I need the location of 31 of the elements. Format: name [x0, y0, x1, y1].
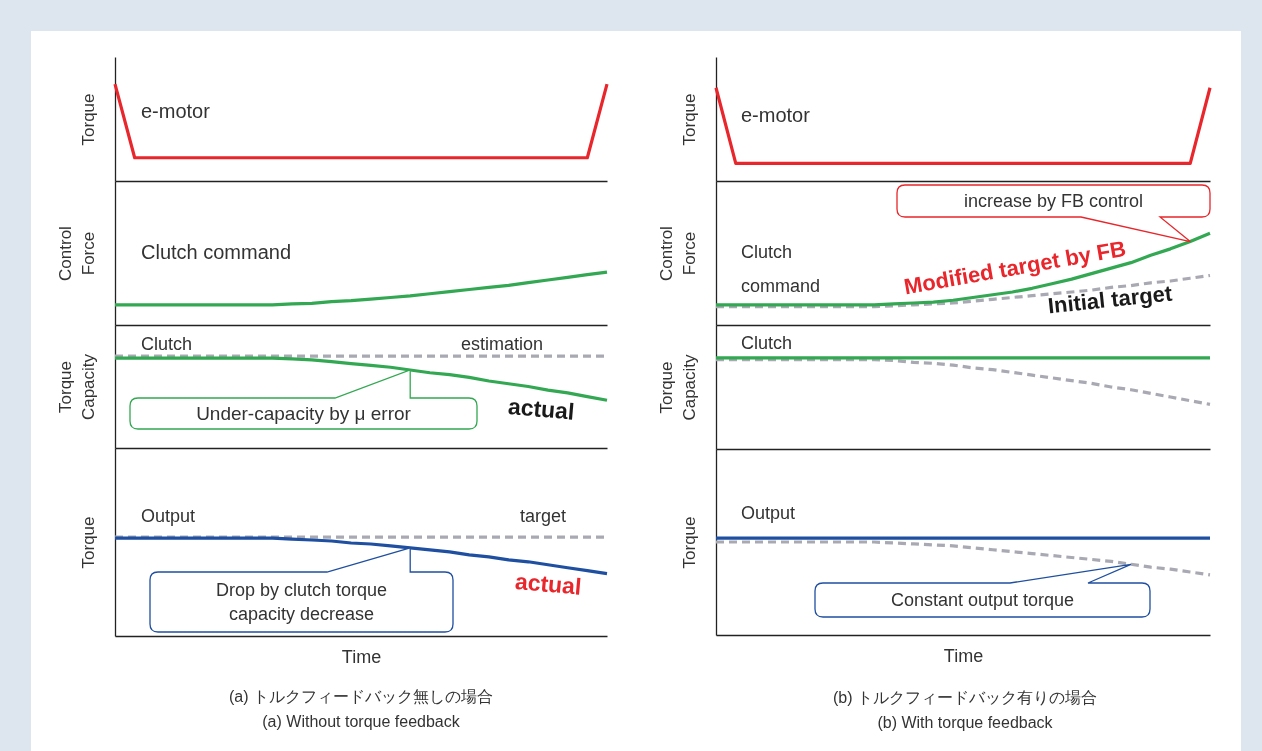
text: (a) トルクフィードバック無しの場合	[229, 688, 493, 705]
y-axis-title: Torque Capacity	[656, 353, 699, 421]
x-axis-title: Time	[943, 645, 984, 666]
y-axis-title: Torque Capacity	[55, 353, 98, 421]
text: Output	[741, 503, 796, 523]
series-label: actual	[513, 568, 583, 600]
series-label: actual	[506, 393, 576, 425]
series-label: e-motor	[141, 100, 211, 122]
annotation: Under-capacity by μ error	[196, 403, 412, 424]
text: Output	[141, 506, 196, 526]
annotation: Drop by clutch torque capacity decrease	[215, 580, 388, 624]
text: Clutch command	[141, 241, 292, 263]
text: (b) トルクフィードバック有りの場合	[833, 689, 1097, 706]
text: increase by FB control	[963, 191, 1144, 211]
text: Clutch	[141, 334, 193, 354]
text: (a) Without torque feedback	[262, 713, 461, 730]
y-axis-title: Control Force	[656, 226, 699, 281]
series-label: target	[520, 506, 567, 526]
text: (b) With torque feedback	[877, 714, 1054, 731]
y-axis-title: Control Force	[55, 226, 98, 281]
text: Clutch	[741, 333, 793, 353]
text: Initial target	[1046, 280, 1174, 319]
series-label: e-motor	[741, 104, 811, 126]
x-axis-title: Time	[341, 646, 382, 667]
annotation: Clutch command	[741, 242, 821, 296]
y-axis-title: Torque	[78, 516, 98, 569]
annotation: Constant output torque	[890, 590, 1075, 610]
y-axis-title: Torque	[78, 93, 98, 146]
y-axis-title: Torque	[679, 516, 699, 569]
y-axis-title: Torque	[679, 93, 699, 146]
series-label: estimation	[461, 334, 544, 354]
